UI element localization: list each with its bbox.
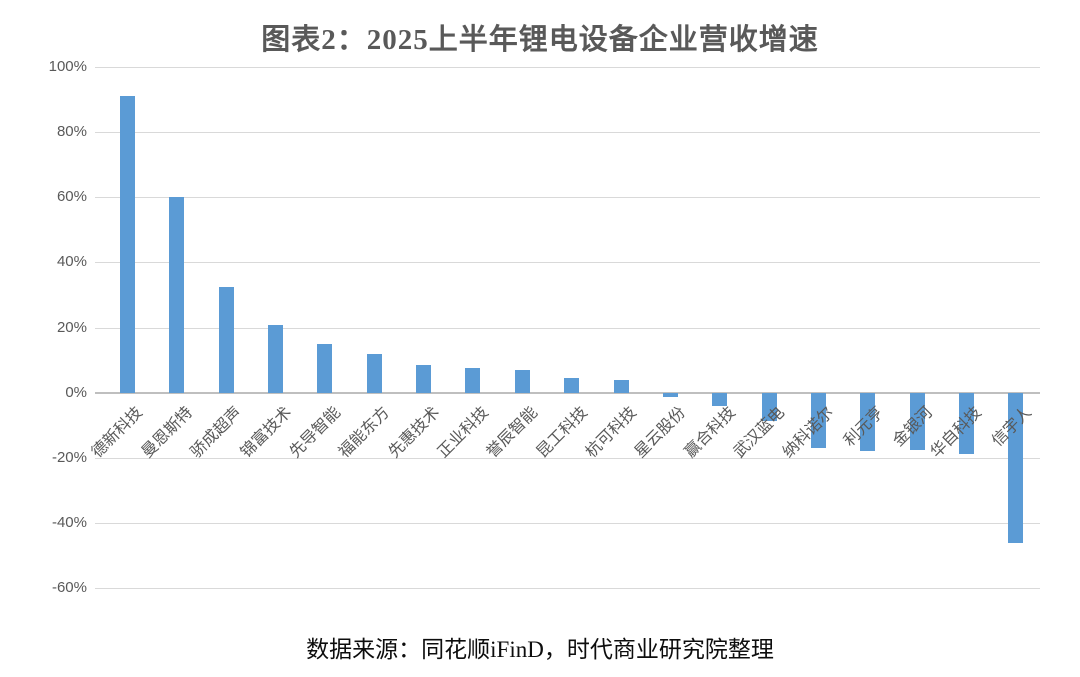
bar [268,325,284,393]
y-tick-label: 20% [56,318,87,336]
y-tick-label: 100% [48,58,87,75]
gridline [95,67,1040,68]
y-tick-label: 80% [56,123,87,141]
x-category-label: 杭可科技 [582,403,641,461]
bar [1008,392,1024,543]
bar [613,379,629,393]
gridline [95,522,1040,524]
y-tick-label: 60% [56,188,87,206]
gridline [95,132,1040,134]
bar [366,353,382,393]
bar [761,392,777,421]
y-tick-label: 40% [56,253,87,271]
source-note: 数据来源：同花顺iFinD，时代商业研究院整理 [306,637,774,662]
bar [120,96,135,393]
bar [169,197,185,393]
x-category-label: 曼恩斯特 [138,403,196,461]
x-category-label: 誉辰智能 [484,403,542,461]
y-tick-label: -40% [51,513,87,531]
y-tick-label: -20% [51,448,87,466]
bar [810,392,826,448]
chart-title: 图表2：2025上半年锂电设备企业营收增速 [261,24,819,56]
x-category-label: 锦富技术 [237,403,295,461]
x-category-label: 昆工科技 [533,403,591,461]
bar [416,365,432,393]
bar [514,370,530,393]
y-tick-label: -60% [51,579,87,596]
bar [909,392,925,450]
x-category-label: 福能东方 [335,403,394,461]
gridline [95,588,1040,589]
x-category-label: 先导智能 [286,403,344,461]
bar [860,392,876,451]
bar [958,392,974,455]
x-category-label: 星云股份 [632,403,690,461]
bar [662,392,678,397]
gridline [95,457,1040,459]
zero-axis-line [95,391,1040,394]
gridline [95,197,1040,199]
x-category-label: 纳科诺尔 [780,403,838,461]
bar [218,287,234,393]
x-category-label: 武汉蓝电 [730,403,789,461]
x-category-label: 华自科技 [928,403,986,461]
bar [564,378,580,393]
gridline [95,327,1040,329]
bar [712,392,728,407]
x-category-label: 德新科技 [89,403,147,461]
bar [465,367,481,393]
x-category-label: 赢合科技 [681,403,739,461]
x-category-label: 正业科技 [434,403,492,461]
y-tick-label: 0% [65,383,87,401]
x-category-label: 先惠技术 [385,403,443,461]
bar [317,343,333,393]
gridline [95,262,1040,264]
x-category-label: 骄成超声 [187,403,246,461]
